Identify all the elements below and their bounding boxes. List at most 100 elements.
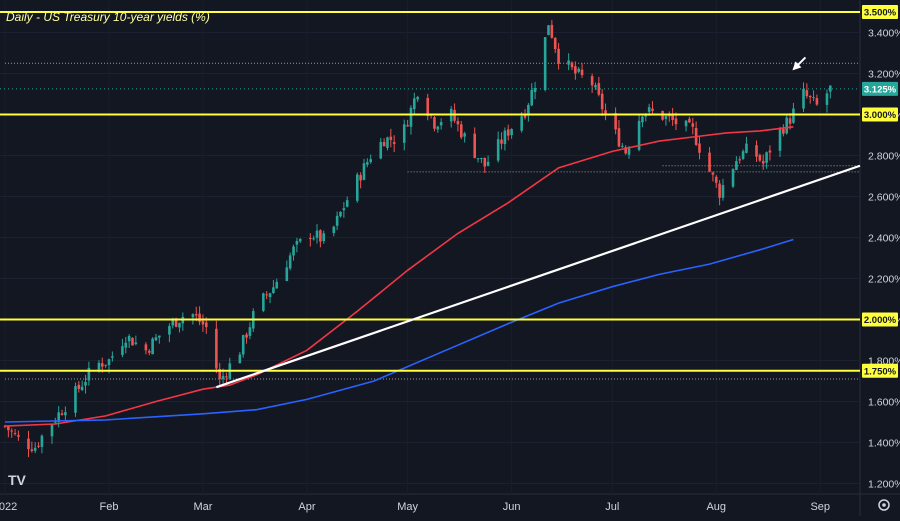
candle-body: [523, 114, 527, 118]
candle-body: [366, 162, 369, 165]
candle-body: [543, 37, 547, 90]
candle-body: [362, 163, 366, 180]
candle-body: [248, 327, 252, 336]
moving-average-line: [4, 238, 794, 423]
candle-body: [315, 230, 319, 238]
candle-body: [386, 137, 389, 148]
candle-body: [359, 175, 362, 181]
candle-body: [50, 424, 54, 437]
candle-body: [459, 124, 463, 138]
candle-body: [688, 118, 691, 123]
candle-body: [392, 142, 396, 144]
settings-gear-icon[interactable]: [878, 499, 890, 511]
candle-body: [265, 294, 268, 296]
candle-body: [496, 139, 500, 161]
candle-body: [40, 435, 44, 447]
candle-body: [104, 364, 107, 366]
candle-body: [312, 238, 315, 240]
trendline[interactable]: [216, 164, 861, 389]
candle-body: [674, 118, 678, 125]
candle-body: [221, 375, 225, 380]
candle-body: [765, 152, 768, 163]
candle-body: [664, 115, 668, 120]
candle-body: [594, 85, 597, 88]
candle-body: [238, 354, 242, 364]
candle-body: [621, 146, 624, 148]
candle-body: [10, 430, 14, 432]
price-labels: 3.500% 3.000% 2.000% 1.750% 3.125%: [0, 5, 898, 378]
candle-body: [805, 90, 809, 97]
candle-body: [369, 159, 372, 163]
candle-body: [778, 128, 782, 151]
level-price-tag-bg: [862, 107, 898, 122]
x-tick-label: Sep: [810, 501, 830, 513]
candle-body: [647, 107, 651, 112]
candle-body: [731, 169, 735, 187]
candle-body: [590, 76, 594, 86]
candle-body: [761, 160, 765, 164]
candle-body: [745, 143, 748, 153]
candle-body: [295, 240, 299, 245]
candle-body: [741, 151, 745, 159]
candle-body: [174, 318, 178, 327]
annotation-arrow-head[interactable]: [792, 61, 802, 71]
candle-body: [178, 322, 181, 328]
candle-body: [520, 116, 523, 131]
candle-body: [533, 87, 537, 93]
candle-body: [268, 293, 272, 298]
candle-body: [409, 107, 413, 127]
candle-body: [319, 230, 322, 242]
candle-body: [194, 314, 198, 316]
candle-body: [218, 368, 222, 379]
y-tick-label: 1.600%: [868, 397, 900, 409]
tv-logo-icon: TV: [8, 472, 27, 488]
candle-body: [154, 337, 158, 341]
candle-body: [201, 320, 205, 325]
candle-body: [476, 158, 480, 160]
candle-body: [292, 246, 295, 256]
y-tick-label: 2.600%: [868, 192, 900, 204]
tradingview-logo[interactable]: TV: [8, 472, 27, 488]
chart-title: Daily - US Treasury 10-year yields (%): [6, 10, 210, 24]
candle-body: [225, 376, 228, 378]
candle-body: [553, 37, 557, 50]
horizontal-levels: [0, 11, 860, 372]
candle-body: [614, 113, 617, 130]
candle-body: [339, 211, 342, 217]
x-tick-label: Jul: [605, 501, 619, 513]
candle-body: [503, 130, 507, 145]
candle-body: [272, 287, 275, 294]
candle-body: [298, 238, 302, 242]
candle-body: [379, 141, 383, 159]
candle-body: [698, 143, 701, 153]
candle-body: [436, 126, 440, 130]
candle-body: [439, 122, 443, 126]
level-price-tag: 2.000%: [864, 315, 897, 326]
candle-body: [7, 426, 10, 431]
candle-body: [60, 413, 64, 415]
candle-body: [335, 215, 339, 226]
candle-body: [735, 161, 738, 171]
candle-body: [111, 356, 114, 358]
candle-body: [758, 154, 762, 161]
x-tick-label: Feb: [100, 501, 119, 513]
candle-body: [275, 281, 279, 289]
candle-body: [124, 342, 128, 348]
y-tick-label: 2.400%: [868, 233, 900, 245]
candle-body: [168, 326, 171, 335]
candle-body: [812, 97, 815, 99]
y-tick-label: 1.400%: [868, 438, 900, 450]
candle-body: [627, 148, 631, 155]
y-tick-label: 3.400%: [868, 28, 900, 40]
candle-body: [604, 110, 607, 115]
candle-body: [691, 123, 695, 127]
y-tick-label: 1.200%: [868, 479, 900, 491]
candle-body: [641, 116, 644, 123]
dotted-levels: [5, 62, 860, 380]
candle-body: [87, 367, 91, 381]
candle-body: [215, 328, 218, 369]
y-tick-label: 2.200%: [868, 274, 900, 286]
candle-body: [205, 322, 208, 328]
candle-body: [785, 117, 789, 134]
